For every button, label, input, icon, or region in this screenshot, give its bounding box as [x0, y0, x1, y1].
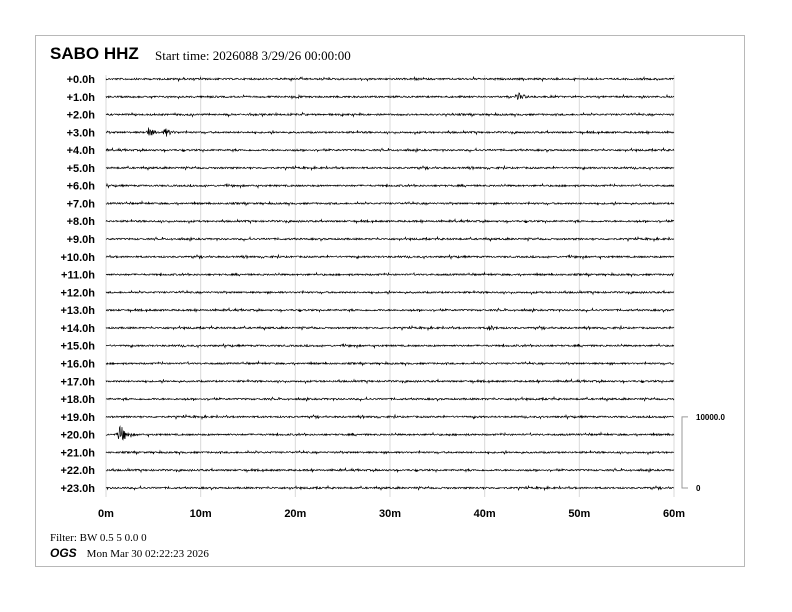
trace-row [105, 425, 675, 441]
row-label: +10.0h [60, 252, 95, 264]
row-label: +0.0h [67, 74, 96, 86]
row-label: +20.0h [60, 430, 95, 442]
row-label: +2.0h [67, 110, 96, 122]
trace-row [105, 467, 675, 474]
scale-bar [681, 416, 688, 489]
trace-row [105, 218, 675, 225]
row-label: +3.0h [67, 127, 96, 139]
trace-row [105, 146, 675, 154]
x-tick-label: 50m [568, 508, 590, 520]
trace-row [105, 360, 675, 367]
row-label: +9.0h [67, 234, 96, 246]
trace-row [105, 378, 675, 385]
row-label: +15.0h [60, 341, 95, 353]
x-tick-label: 30m [379, 508, 401, 520]
trace-row [105, 342, 675, 350]
trace-row [105, 271, 675, 278]
row-label: +7.0h [67, 198, 96, 210]
trace-row [105, 413, 675, 421]
trace-row [105, 200, 675, 207]
row-label: +1.0h [67, 92, 96, 104]
row-label: +6.0h [67, 181, 96, 193]
row-label: +13.0h [60, 305, 95, 317]
trace-row [105, 324, 675, 332]
scale-bottom-label: 0 [696, 484, 701, 493]
row-label: +12.0h [60, 287, 95, 299]
row-label: +5.0h [67, 163, 96, 175]
filter-text: Filter: BW 0.5 5 0.0 0 [50, 532, 147, 544]
row-label: +14.0h [60, 323, 95, 335]
x-tick-label: 10m [190, 508, 212, 520]
scale-top-label: 10000.0 [696, 413, 725, 422]
footer-line: OGS Mon Mar 30 02:22:23 2026 [50, 546, 209, 560]
trace-row [105, 75, 675, 83]
trace-row [105, 235, 675, 243]
x-tick-label: 40m [474, 508, 496, 520]
x-tick-label: 60m [663, 508, 685, 520]
x-tick-label: 0m [98, 508, 114, 520]
trace-row [105, 289, 675, 296]
row-label: +16.0h [60, 358, 95, 370]
trace-row [105, 111, 675, 118]
row-label: +18.0h [60, 394, 95, 406]
start-time: Start time: 2026088 3/29/26 00:00:00 [155, 48, 351, 63]
row-label: +11.0h [61, 270, 95, 282]
x-tick-label: 20m [284, 508, 306, 520]
row-label: +17.0h [60, 376, 95, 388]
row-label: +22.0h [60, 465, 95, 477]
trace-row [105, 182, 675, 189]
trace-row [105, 484, 675, 492]
trace-row [105, 395, 675, 403]
org-logo: OGS [50, 546, 77, 560]
trace-row [105, 449, 675, 456]
trace-row [105, 127, 675, 137]
trace-row [105, 306, 675, 314]
plot-frame [35, 35, 745, 567]
row-label: +23.0h [60, 483, 95, 495]
trace-row [105, 253, 675, 261]
trace-row [105, 164, 675, 172]
row-label: +8.0h [67, 216, 96, 228]
generated-time: Mon Mar 30 02:22:23 2026 [86, 548, 209, 560]
station-title: SABO HHZ [50, 44, 139, 63]
trace-row [105, 92, 675, 100]
row-label: +19.0h [60, 412, 95, 424]
row-label: +4.0h [67, 145, 96, 157]
row-label: +21.0h [60, 447, 95, 459]
